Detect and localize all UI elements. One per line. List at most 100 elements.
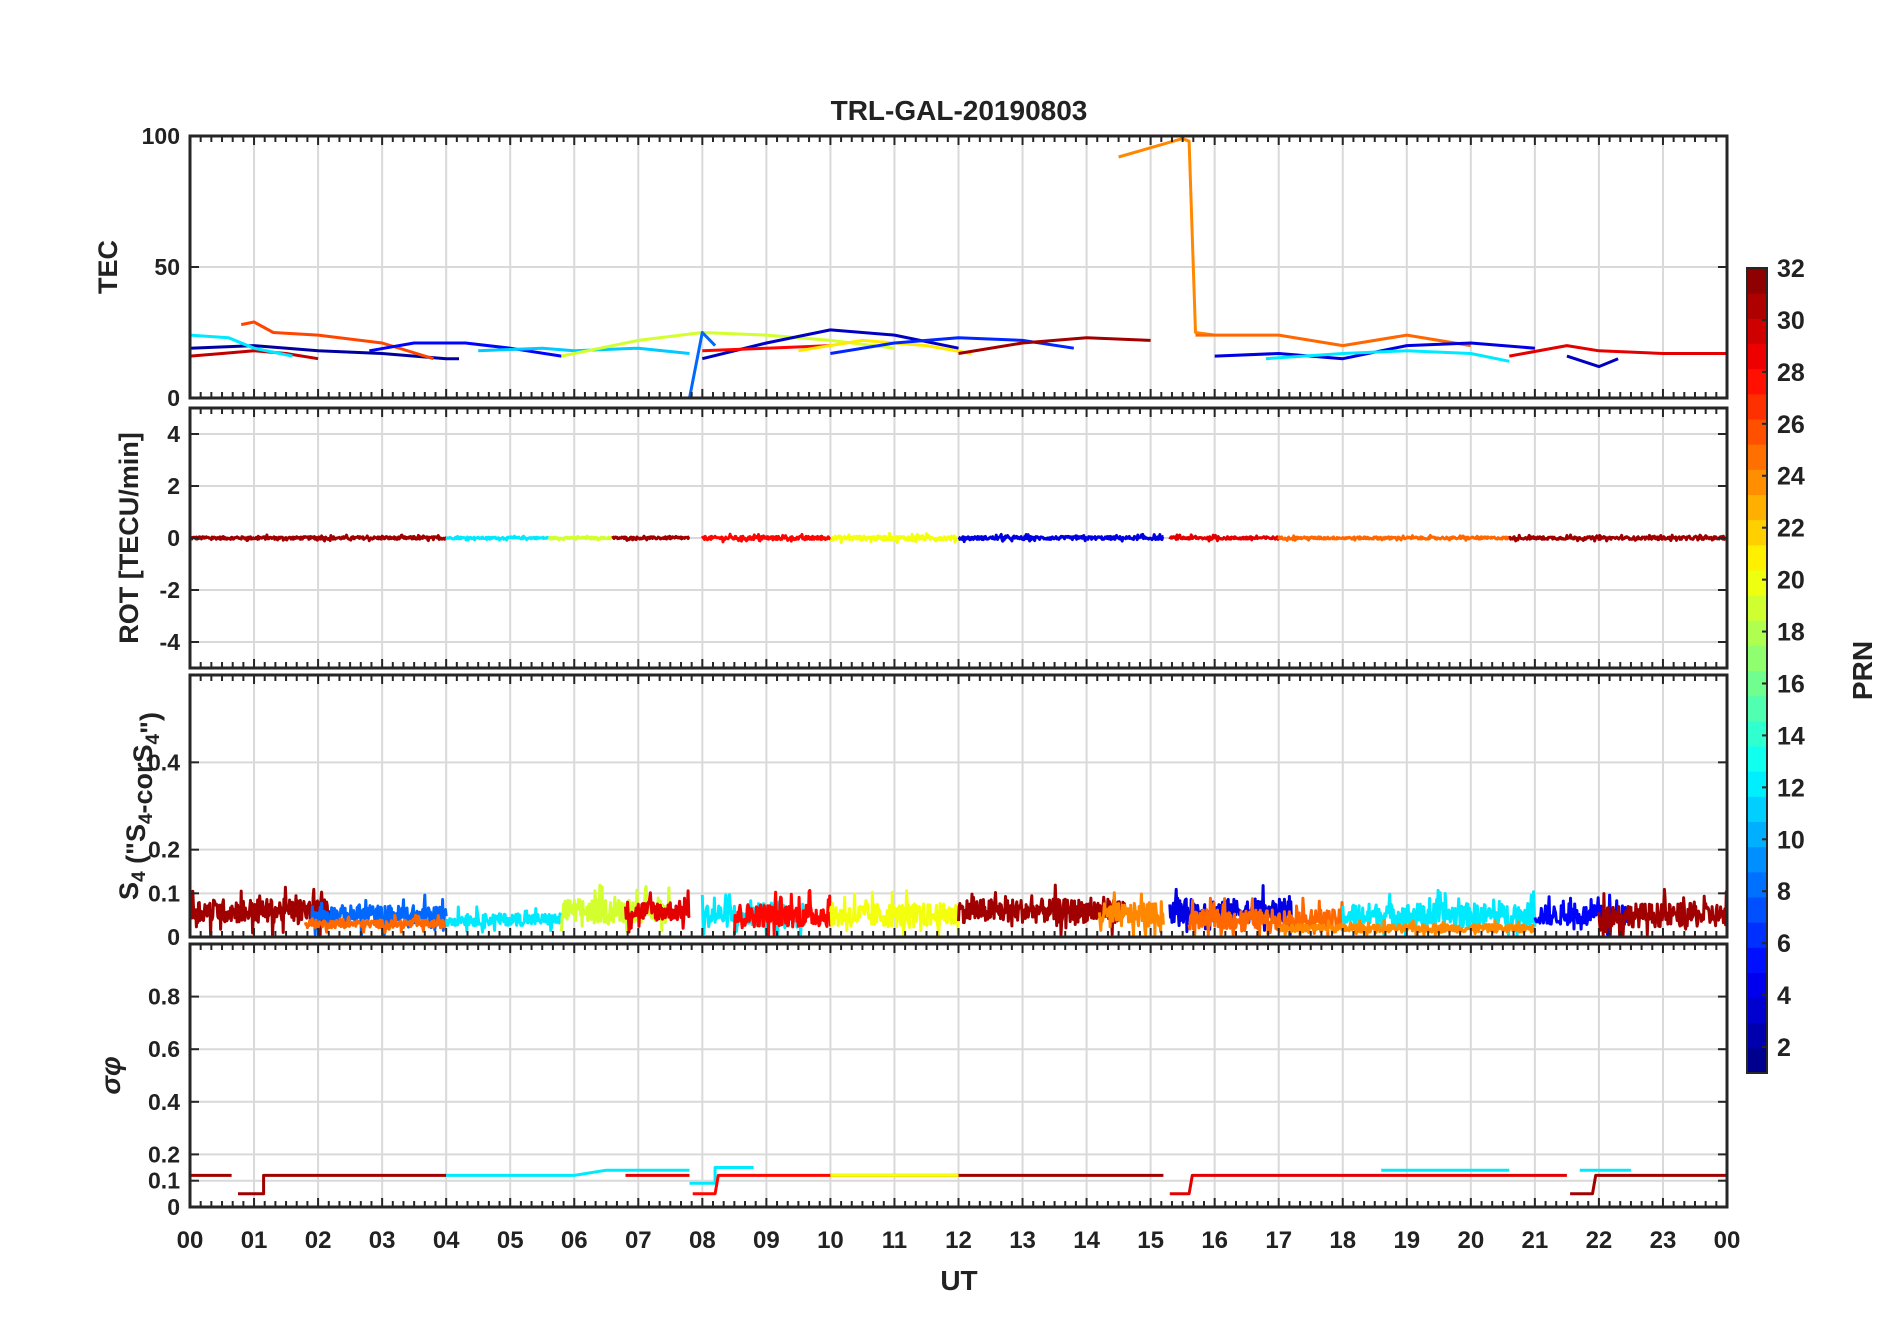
y-tick-label: 100 — [142, 123, 180, 149]
x-tick-label: 10 — [817, 1227, 844, 1254]
x-tick-label: 00 — [1714, 1227, 1741, 1254]
y-tick-label: 50 — [154, 254, 180, 280]
series-prn-12 — [444, 905, 563, 934]
series-prn-24 — [1118, 137, 1215, 337]
series-prn-2 — [190, 344, 459, 361]
series-prn-19 — [547, 534, 614, 542]
series-prn-29 — [624, 889, 691, 934]
series-prn-31 — [611, 534, 691, 542]
colorbar-swatch — [1747, 368, 1767, 395]
series-prn-31 — [1570, 1173, 1727, 1196]
colorbar-tick-label: 22 — [1777, 515, 1805, 543]
y-tick-label: 0.6 — [148, 1036, 180, 1062]
panel-rot: -4 -2 0 2 4 ROT [TECU/min] — [114, 406, 1729, 670]
colorbar-tick-label: 26 — [1777, 411, 1805, 439]
x-tick-label: 21 — [1522, 1227, 1549, 1254]
series-prn-3 — [1566, 354, 1619, 369]
series-prn-30 — [190, 349, 319, 361]
colorbar-tick-label: 20 — [1777, 567, 1805, 595]
series-prn-31 — [1597, 887, 1727, 937]
colorbar-swatch — [1747, 871, 1767, 898]
colorbar-swatch — [1747, 896, 1767, 923]
series-prn-25 — [1187, 896, 1345, 937]
x-tick-label: 11 — [882, 1227, 907, 1254]
series-prn-31 — [958, 336, 1151, 355]
series-prn-12 — [1265, 349, 1510, 363]
series-prn-8 — [310, 893, 448, 937]
colorbar-tick-label: 14 — [1777, 722, 1805, 750]
y-tick-label: -2 — [160, 577, 180, 603]
y-tick-label: 0 — [167, 385, 180, 411]
x-tick-label: 07 — [625, 1227, 652, 1254]
y-tick-label: 0.2 — [148, 1141, 180, 1167]
series-prn-28 — [702, 344, 831, 353]
y-tick-label: 0.4 — [148, 1089, 180, 1115]
x-tick-label: 22 — [1586, 1227, 1613, 1254]
y-tick-label: 0.1 — [148, 880, 180, 906]
colorbar-swatch — [1747, 972, 1767, 999]
colorbar-tick-label: 12 — [1777, 774, 1805, 802]
series-group — [190, 1166, 1727, 1196]
colorbar-swatch — [1747, 444, 1767, 470]
colorbar-swatch — [1747, 720, 1767, 747]
colorbar-swatch — [1747, 494, 1767, 521]
x-tick-label: 15 — [1137, 1227, 1164, 1254]
x-tick-label: 14 — [1073, 1227, 1100, 1254]
series-prn-25 — [1195, 333, 1472, 348]
x-tick-label: 16 — [1201, 1227, 1228, 1254]
y-tick-label: 2 — [167, 473, 180, 499]
colorbar-swatch — [1747, 544, 1767, 571]
series-prn-31 — [1508, 533, 1727, 543]
colorbar-swatch — [1747, 846, 1767, 873]
series-prn-12 — [446, 1168, 690, 1177]
colorbar-swatch — [1747, 1022, 1767, 1049]
series-prn-29 — [1168, 533, 1281, 543]
label-part: ("S — [121, 824, 151, 871]
series-prn-12 — [445, 534, 550, 542]
colorbar-swatch — [1747, 620, 1767, 646]
x-tick-label: 02 — [305, 1227, 332, 1254]
colorbar-swatch — [1747, 595, 1767, 621]
colorbar-tick-label: 28 — [1777, 359, 1805, 387]
panel-tec: 0 50 100 TEC — [93, 123, 1729, 411]
colorbar-swatch — [1747, 745, 1767, 772]
x-tick-label: 01 — [241, 1227, 268, 1254]
y-tick-label: 0.8 — [148, 984, 180, 1010]
x-tick-label: 17 — [1265, 1227, 1292, 1254]
x-tick-label: 20 — [1457, 1227, 1484, 1254]
subscript: 4 — [129, 871, 150, 882]
y-tick-label: 0.4 — [148, 749, 180, 775]
colorbar-frame — [1746, 267, 1768, 1074]
series-prn-31 — [238, 1173, 447, 1196]
colorbar-tick-label: 2 — [1777, 1034, 1791, 1062]
y-tick-label: 0 — [167, 1194, 180, 1220]
colorbar-swatch — [1747, 293, 1767, 319]
y-tick-label: 0.2 — [148, 837, 180, 863]
series-prn-12 — [689, 1166, 754, 1185]
colorbar-swatch — [1747, 821, 1767, 848]
panel-s4: 00.10.20.4S4 ("S4-corS4") — [114, 673, 1729, 950]
colorbar-swatch — [1747, 318, 1767, 345]
series-prn-20 — [828, 889, 960, 937]
y-tick-label: 0.1 — [148, 1168, 180, 1194]
x-tick-label: 13 — [1009, 1227, 1036, 1254]
series-prn-28 — [700, 532, 832, 544]
series-prn-28 — [732, 888, 832, 937]
colorbar-swatch — [1747, 796, 1767, 823]
y-tick-label: 4 — [167, 421, 180, 447]
series-prn-5 — [369, 341, 562, 358]
colorbar-tick-label: 30 — [1777, 307, 1805, 335]
subscript: 4 — [143, 733, 164, 744]
y-tick-label: -4 — [160, 629, 181, 655]
x-axis: 00 01 02 03 04 05 06 07 08 09 10 11 12 13 14 15 16 17 18 19… — [177, 1227, 1741, 1254]
series-prn-25 — [1277, 533, 1510, 542]
label-part: -corS — [128, 744, 158, 813]
colorbar-swatch — [1747, 519, 1767, 546]
colorbar-tick-label: 16 — [1777, 670, 1805, 698]
series-prn-31 — [190, 885, 333, 937]
colorbar-tick-label: 24 — [1777, 463, 1805, 491]
series-prn-12 — [190, 333, 293, 358]
y-axis-label: S4 ("S4-corS4") — [114, 712, 165, 900]
